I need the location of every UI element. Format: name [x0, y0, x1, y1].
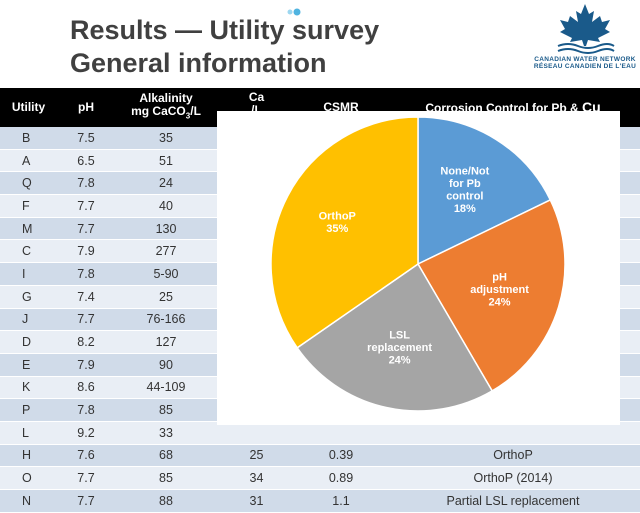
cell-alk: 40 [115, 194, 217, 218]
table-row: L 9.2 33 [0, 421, 640, 445]
cell-ph: 7.8 [57, 262, 115, 286]
cell-ph: 7.8 [57, 398, 115, 422]
cell-alk: 68 [115, 444, 217, 468]
cell-alk: 51 [115, 149, 217, 173]
cell-alk: 33 [115, 421, 217, 445]
pie-slice-label: OrthoP 35% [319, 210, 356, 235]
cell-csmr [296, 421, 386, 445]
cell-ca: 34 [217, 466, 296, 490]
header-alkalinity: Alkalinity mg CaCO3/L [115, 88, 217, 127]
pie-slice [416, 198, 566, 392]
cell-utility: D [0, 330, 57, 354]
logo-text-french: RÉSEAU CANADIEN DE L'EAU [533, 63, 637, 70]
logo: CANADIAN WATER NETWORK RÉSEAU CANADIEN D… [530, 0, 640, 82]
cell-utility: Q [0, 171, 57, 196]
cell-ph: 7.7 [57, 194, 115, 218]
pie-chart: None/Not for Pb control 18% pH adjustment 24% L… [270, 116, 566, 412]
cell-utility: K [0, 376, 57, 400]
cell-cc [386, 421, 640, 445]
cell-ca: 25 [217, 444, 296, 468]
pie-slice [270, 116, 419, 349]
cell-cc: Partial LSL replacement [386, 489, 640, 513]
cell-cc: OrthoP (2014) [386, 466, 640, 490]
cell-utility: M [0, 217, 57, 241]
cell-alk: 35 [115, 127, 217, 150]
cell-ph: 7.7 [57, 308, 115, 332]
table-row: N 7.7 88 31 1.1 Partial LSL replacement [0, 489, 640, 513]
cell-ph: 7.7 [57, 489, 115, 513]
cell-utility: A [0, 149, 57, 173]
cell-ph: 7.5 [57, 127, 115, 150]
cell-ph: 7.7 [57, 217, 115, 241]
table-row: O 7.7 85 34 0.89 OrthoP (2014) [0, 466, 640, 490]
cell-cc: OrthoP [386, 444, 640, 468]
cell-alk: 88 [115, 489, 217, 513]
cell-utility: O [0, 466, 57, 490]
pie-slice [296, 262, 494, 412]
slide-title-line2: General information [70, 48, 327, 78]
pie-chart-panel: None/Not for Pb control 18% pH adjustment 24% L… [217, 111, 620, 425]
cell-ph: 7.4 [57, 285, 115, 309]
pie-slice-label: LSL replacement 24% [367, 330, 432, 367]
cell-ph: 7.7 [57, 466, 115, 490]
cell-utility: B [0, 127, 57, 150]
cell-utility: J [0, 308, 57, 332]
cell-utility: E [0, 353, 57, 377]
table-row: H 7.6 68 25 0.39 OrthoP [0, 444, 640, 468]
cell-ph: 8.6 [57, 376, 115, 400]
header-utility: Utility [0, 88, 57, 127]
cell-ca [217, 421, 296, 445]
slide-title-line1: Results — Utility survey [70, 15, 380, 45]
header-ph: pH [57, 88, 115, 127]
cell-csmr: 0.39 [296, 444, 386, 468]
cell-csmr: 0.89 [296, 466, 386, 490]
cell-alk: 130 [115, 217, 217, 241]
cell-utility: H [0, 444, 57, 468]
cell-ph: 7.9 [57, 239, 115, 264]
pie-slice-label: None/Not for Pb control 18% [440, 166, 489, 216]
cell-utility: L [0, 421, 57, 445]
cell-ca: 31 [217, 489, 296, 513]
cell-alk: 76-166 [115, 308, 217, 332]
decorative-dots-icon [287, 8, 301, 16]
cell-alk: 85 [115, 466, 217, 490]
pie-slice-label: pH adjustment 24% [470, 271, 529, 308]
cell-ph: 7.8 [57, 171, 115, 196]
cell-utility: I [0, 262, 57, 286]
maple-leaf-icon [557, 4, 615, 54]
cell-utility: F [0, 194, 57, 218]
cell-utility: C [0, 239, 57, 264]
cell-utility: N [0, 489, 57, 513]
pie-slice [417, 116, 552, 266]
cell-ph: 7.9 [57, 353, 115, 377]
cell-alk: 25 [115, 285, 217, 309]
slide-title: Results — Utility survey General informa… [70, 14, 379, 80]
cell-alk: 90 [115, 353, 217, 377]
logo-text-english: CANADIAN WATER NETWORK [534, 56, 636, 63]
cell-utility: G [0, 285, 57, 309]
cell-ph: 6.5 [57, 149, 115, 173]
cell-utility: P [0, 398, 57, 422]
cell-csmr: 1.1 [296, 489, 386, 513]
cell-alk: 277 [115, 239, 217, 264]
cell-ph: 9.2 [57, 421, 115, 445]
cell-alk: 24 [115, 171, 217, 196]
cell-alk: 85 [115, 398, 217, 422]
cell-ph: 8.2 [57, 330, 115, 354]
cell-ph: 7.6 [57, 444, 115, 468]
cell-alk: 5-90 [115, 262, 217, 286]
cell-alk: 127 [115, 330, 217, 354]
cell-alk: 44-109 [115, 376, 217, 400]
